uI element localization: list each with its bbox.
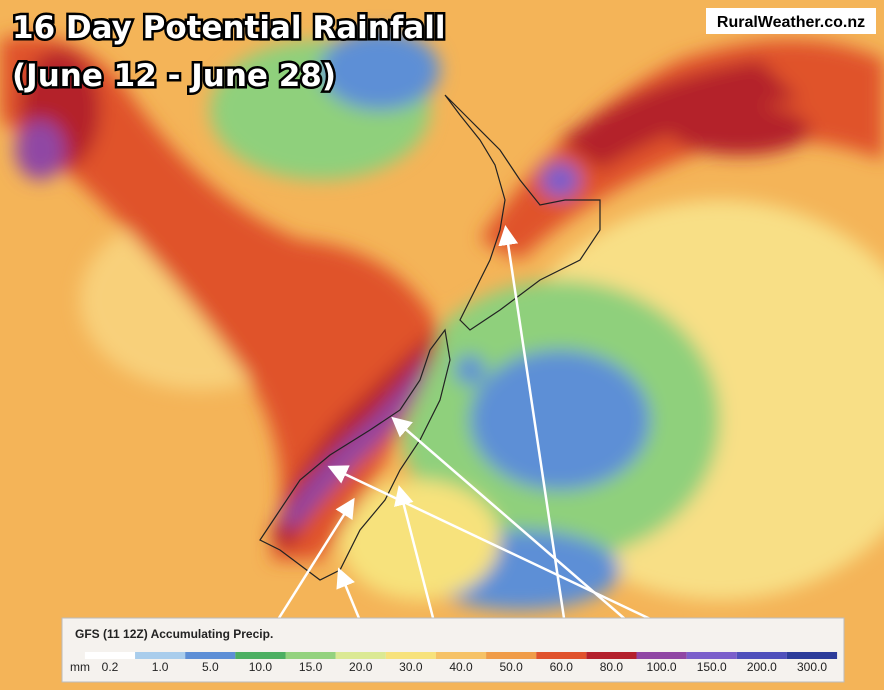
legend-swatch [736,652,787,659]
legend-swatch [686,652,737,659]
legend-swatch [385,652,436,659]
legend-label: 30.0 [399,660,423,674]
watermark: RuralWeather.co.nz [717,14,865,31]
legend: GFS (11 12Z) Accumulating Precip. mm 0.2… [61,617,845,683]
legend-title: GFS (11 12Z) Accumulating Precip. [75,627,273,641]
legend-label: 60.0 [550,660,574,674]
legend-swatch [636,652,687,659]
legend-swatch [285,652,336,659]
legend-label: 80.0 [600,660,624,674]
legend-swatch [335,652,386,659]
legend-label: 10.0 [249,660,273,674]
title-line: (June 12 - June 28) [12,58,336,94]
legend-swatch [786,652,838,659]
legend-label: 40.0 [449,660,473,674]
legend-label: 300.0 [797,660,827,674]
legend-swatch [84,652,136,659]
legend-box [61,617,845,683]
title-line: 16 Day Potential Rainfall [12,10,446,46]
watermark-box [706,8,876,34]
legend-label: 150.0 [697,660,727,674]
legend-label: 0.2 [102,660,119,674]
coastline [259,94,601,581]
legend-swatch [135,652,186,659]
legend-label: 15.0 [299,660,323,674]
legend-swatch [235,652,286,659]
legend-label: 50.0 [499,660,523,674]
legend-label: 20.0 [349,660,373,674]
legend-label: 5.0 [202,660,219,674]
legend-label: 100.0 [647,660,677,674]
legend-label: 1.0 [152,660,169,674]
legend-unit: mm [70,660,90,674]
legend-swatch [486,652,537,659]
legend-swatch [185,652,236,659]
legend-label: 200.0 [747,660,777,674]
legend-swatch [435,652,487,659]
legend-swatch [536,652,587,659]
legend-swatch [586,652,637,659]
